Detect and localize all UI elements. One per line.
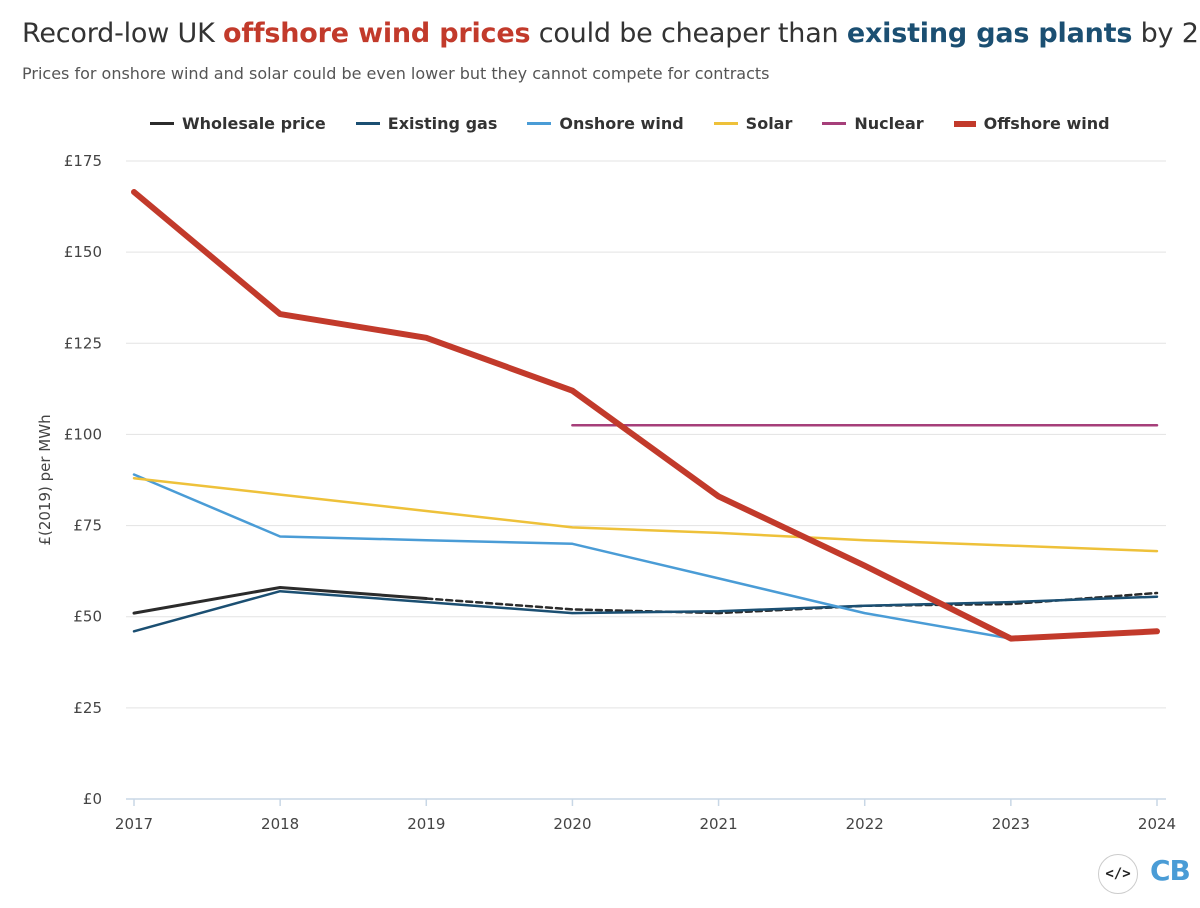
legend-swatch <box>527 122 552 125</box>
legend-swatch <box>713 122 738 125</box>
carbon-brief-logo: CB <box>1150 854 1191 887</box>
legend-item-wholesale-price: Wholesale price <box>150 114 326 133</box>
embed-code-icon[interactable]: </> <box>1098 854 1138 894</box>
y-tick-label: £175 <box>64 152 102 170</box>
x-tick-label: 2019 <box>407 815 445 833</box>
series-line-onshore-wind <box>132 473 1013 640</box>
y-tick-label: £50 <box>73 608 102 626</box>
y-tick-label: £75 <box>73 517 102 535</box>
x-tick-label: 2023 <box>992 815 1030 833</box>
legend-label: Solar <box>745 114 793 133</box>
legend-swatch <box>355 122 380 125</box>
title-part-2: could be cheaper than <box>530 18 847 49</box>
series-line-wholesale-price <box>132 586 428 615</box>
legend-label: Nuclear <box>854 114 924 133</box>
chart-legend: Wholesale price Existing gas Onshore wind S… <box>150 114 1110 133</box>
legend-item-solar: Solar <box>713 114 793 133</box>
legend-label: Onshore wind <box>559 114 684 133</box>
x-tick-label: 2018 <box>261 815 299 833</box>
legend-label: Offshore wind <box>983 114 1110 133</box>
chart-subtitle: Prices for onshore wind and solar could … <box>22 64 770 83</box>
title-part-3: by 2023 <box>1140 18 1200 49</box>
y-tick-label: £150 <box>64 243 102 261</box>
y-tick-label: £100 <box>64 425 102 443</box>
y-tick-label: £25 <box>73 699 102 717</box>
legend-swatch <box>953 120 976 127</box>
y-tick-label: £0 <box>83 790 102 808</box>
x-tick-label: 2021 <box>699 815 737 833</box>
x-tick-label: 2020 <box>553 815 591 833</box>
legend-label: Wholesale price <box>182 114 326 133</box>
title-highlight-gas: existing gas plants <box>846 18 1133 49</box>
legend-swatch <box>150 122 174 125</box>
title-part-1: Record-low UK <box>22 18 223 49</box>
series-line-solar <box>132 476 1159 553</box>
x-tick-label: 2022 <box>846 815 884 833</box>
legend-label: Existing gas <box>387 114 498 133</box>
legend-swatch <box>822 122 847 125</box>
series-line-offshore-wind <box>131 189 1160 642</box>
series-line-existing-gas <box>132 589 1159 633</box>
legend-item-onshore-wind: Onshore wind <box>527 114 684 133</box>
legend-item-offshore-wind: Offshore wind <box>953 114 1110 133</box>
legend-item-existing-gas: Existing gas <box>355 114 498 133</box>
y-tick-label: £125 <box>64 334 102 352</box>
chart-title: Record-low UK offshore wind prices could… <box>22 18 1200 49</box>
title-highlight-offshore: offshore wind prices <box>222 18 531 49</box>
x-tick-label: 2017 <box>115 815 153 833</box>
legend-item-nuclear: Nuclear <box>822 114 924 133</box>
x-tick-label: 2024 <box>1138 815 1176 833</box>
